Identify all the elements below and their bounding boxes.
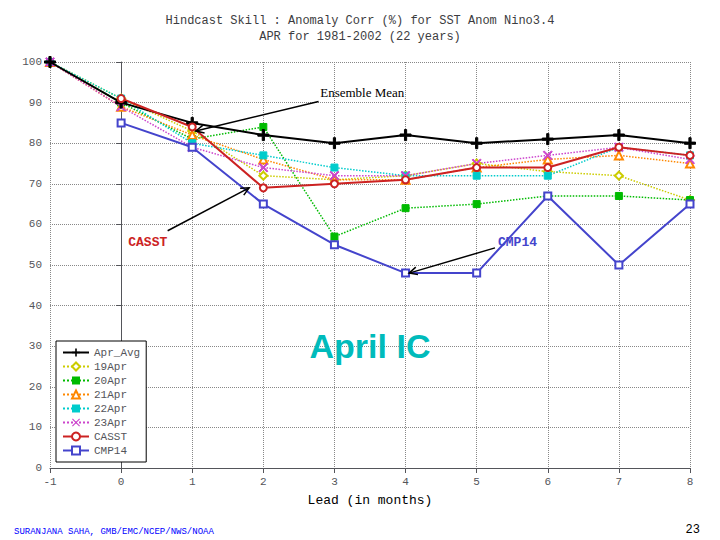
svg-text:4: 4 bbox=[402, 476, 409, 488]
svg-text:6: 6 bbox=[544, 476, 551, 488]
svg-text:40: 40 bbox=[29, 300, 42, 312]
svg-text:1: 1 bbox=[189, 476, 196, 488]
svg-text:90: 90 bbox=[29, 97, 42, 109]
svg-text:60: 60 bbox=[29, 218, 42, 230]
svg-text:APR for 1981-2002 (22 years): APR for 1981-2002 (22 years) bbox=[259, 30, 461, 44]
svg-text:23: 23 bbox=[686, 523, 700, 537]
svg-text:30: 30 bbox=[29, 340, 42, 352]
svg-text:50: 50 bbox=[29, 259, 42, 271]
svg-text:100: 100 bbox=[22, 56, 42, 68]
svg-text:Apr_Avg: Apr_Avg bbox=[94, 347, 140, 359]
svg-text:Lead (in months): Lead (in months) bbox=[308, 493, 433, 508]
svg-text:20: 20 bbox=[29, 381, 42, 393]
svg-text:20Apr: 20Apr bbox=[94, 375, 127, 387]
svg-text:8: 8 bbox=[687, 476, 694, 488]
svg-text:Ensemble Mean: Ensemble Mean bbox=[320, 85, 405, 100]
svg-text:3: 3 bbox=[331, 476, 338, 488]
svg-text:23Apr: 23Apr bbox=[94, 417, 127, 429]
svg-text:Hindcast Skill : Anomaly Corr: Hindcast Skill : Anomaly Corr (%) for SS… bbox=[166, 14, 555, 28]
svg-text:21Apr: 21Apr bbox=[94, 389, 127, 401]
svg-text:7: 7 bbox=[616, 476, 623, 488]
svg-text:CASST: CASST bbox=[128, 235, 167, 250]
svg-text:22Apr: 22Apr bbox=[94, 403, 127, 415]
svg-text:19Apr: 19Apr bbox=[94, 361, 127, 373]
svg-text:5: 5 bbox=[473, 476, 480, 488]
svg-text:SURANJANA SAHA, GMB/EMC/NCEP/N: SURANJANA SAHA, GMB/EMC/NCEP/NWS/NOAA bbox=[14, 527, 214, 537]
svg-text:10: 10 bbox=[29, 421, 42, 433]
svg-text:80: 80 bbox=[29, 137, 42, 149]
svg-text:70: 70 bbox=[29, 178, 42, 190]
svg-text:0: 0 bbox=[35, 462, 42, 474]
svg-text:-1: -1 bbox=[43, 476, 57, 488]
svg-text:April IC: April IC bbox=[310, 327, 431, 365]
svg-text:CMP14: CMP14 bbox=[94, 445, 127, 457]
svg-text:CMP14: CMP14 bbox=[498, 235, 537, 250]
svg-text:0: 0 bbox=[118, 476, 125, 488]
svg-text:2: 2 bbox=[260, 476, 267, 488]
svg-text:CASST: CASST bbox=[94, 431, 127, 443]
